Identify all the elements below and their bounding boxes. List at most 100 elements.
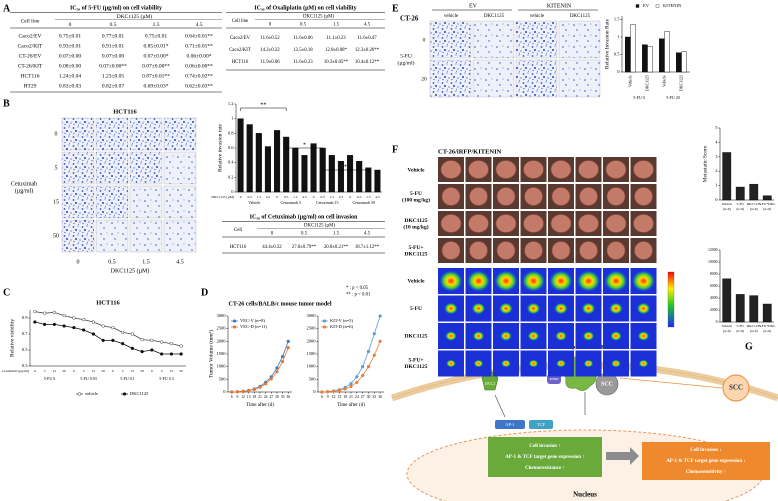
- x-tick-label: 24: [355, 395, 359, 399]
- point: [81, 317, 86, 322]
- x-tick-note: (n=6): [750, 329, 759, 333]
- transition-arrow: [606, 447, 639, 465]
- bar: [274, 130, 281, 193]
- legend-label: VEC-V (n=8): [240, 318, 265, 323]
- bar: [749, 183, 759, 201]
- table-cell: 12.8±0.08*: [325, 48, 347, 53]
- x-tick-label: 5-FU: [737, 324, 745, 328]
- organ: [495, 160, 517, 179]
- point: [159, 352, 164, 356]
- x-tick-label: DKC1125: [747, 324, 762, 328]
- bar: [237, 118, 244, 193]
- micrograph-cells: [430, 21, 471, 58]
- x-tick-label: 30: [275, 395, 279, 399]
- organ: [495, 214, 517, 233]
- point: [275, 366, 279, 370]
- point: [33, 320, 37, 324]
- significance-label: *: [303, 142, 306, 148]
- y-tick-label: 2500: [307, 326, 317, 331]
- table-cell: 0.85±0.01*: [143, 43, 168, 49]
- point: [258, 385, 262, 389]
- y-tick-label: 1000: [217, 364, 227, 369]
- micrograph-cells: [164, 152, 196, 184]
- row-label: 15: [53, 199, 59, 205]
- panel-title: CT-26 cells/BALB/c mouse tumor model: [229, 301, 332, 307]
- bar: [735, 294, 745, 323]
- bar: [292, 147, 299, 193]
- point: [120, 330, 125, 335]
- table-cell: 18.7±1.12**: [355, 245, 380, 250]
- table-cell: 0.07±0.00**: [142, 63, 170, 69]
- y-tick-label: 0.2: [228, 174, 234, 179]
- bar: [722, 152, 732, 201]
- x-tick-label: 5: [83, 369, 85, 373]
- micrograph-cells: [130, 152, 162, 184]
- x-tick-label: 4.5: [339, 195, 344, 199]
- row-label: 5: [55, 165, 58, 171]
- row-header: CT-26/KIT: [18, 63, 43, 69]
- organ: [551, 241, 571, 260]
- row-label: 5-FU: [410, 191, 422, 197]
- point: [337, 388, 342, 393]
- table-title: IC₅₀ of Oxaliplatin (µM) on cell viabili…: [254, 4, 356, 11]
- bar: [659, 38, 665, 73]
- column-header: DKC1125 (µM): [117, 13, 153, 20]
- ifr-signal: [555, 331, 567, 341]
- y-tick-label: 2000: [710, 308, 718, 312]
- bar: [337, 160, 344, 193]
- point: [101, 324, 105, 328]
- organ: [441, 241, 461, 260]
- table-cell: 0.77±0.01: [102, 33, 125, 39]
- organ: [634, 241, 653, 260]
- micrograph-cells: [516, 60, 557, 97]
- treatment-label: DKC1125: [570, 14, 591, 19]
- point: [111, 338, 115, 343]
- table-cell: 0.71±0.01**: [185, 43, 213, 49]
- x-tick-label: Vehicle: [627, 75, 632, 87]
- y-tick-label: 12000: [708, 248, 718, 252]
- organ: [441, 187, 461, 206]
- bar: [735, 186, 745, 201]
- ap1-shape: [495, 420, 525, 429]
- y-tick-label: 8000: [710, 272, 718, 276]
- y-tick-label: 0: [715, 197, 718, 202]
- y-tick-label: 3: [715, 154, 718, 159]
- panel-letter: F: [392, 144, 398, 155]
- ifr-signal: [610, 331, 622, 341]
- row-title: Cetuximab: [11, 181, 37, 187]
- organ: [606, 241, 626, 260]
- x-tick-label: 0.5: [321, 195, 326, 199]
- organ: [578, 160, 599, 179]
- point: [235, 390, 240, 394]
- point: [275, 370, 279, 374]
- column-header: DKC1125 (µM): [303, 15, 334, 20]
- column-label: 1.5: [142, 259, 150, 265]
- table-cell: 11.9±0.06: [260, 60, 280, 65]
- x-tick-note: (n=6): [763, 329, 772, 333]
- table-cell: 11.1±0.23: [326, 36, 346, 41]
- micrograph-cells: [96, 118, 128, 150]
- ifr-signal: [609, 302, 623, 315]
- row-label: DKC1125: [405, 333, 428, 339]
- group-label: 5-FU 0.3: [159, 376, 173, 381]
- micrograph-cells: [62, 152, 94, 184]
- panel-letter: B: [3, 98, 10, 109]
- bar: [762, 303, 772, 323]
- micrograph-cells: [473, 21, 514, 58]
- row-header: HCT116: [232, 60, 249, 65]
- pathway-diagram: Overexpressed KITENIN DKC1125 SCC SCC DV…: [390, 344, 778, 501]
- point: [280, 359, 285, 364]
- color-scale: [667, 271, 675, 328]
- table-cell: 20.8±0.21**: [324, 245, 349, 250]
- table-cell: 0.07±0.00*: [143, 53, 168, 59]
- column-header: 4.5: [196, 22, 203, 28]
- table-cell: 11.6±0.47: [357, 36, 377, 41]
- point: [372, 332, 376, 336]
- row-header: Caco2/EV: [230, 36, 251, 41]
- ifr-signal: [466, 270, 491, 292]
- legend-label: KITENIN: [663, 3, 682, 8]
- note: ** : p < 0.01: [346, 293, 371, 298]
- axis-label: DKC1125 (µM): [111, 267, 150, 274]
- category-axis-label: DKC1125 (µM): [211, 195, 234, 199]
- column-label: 0.5: [108, 259, 116, 265]
